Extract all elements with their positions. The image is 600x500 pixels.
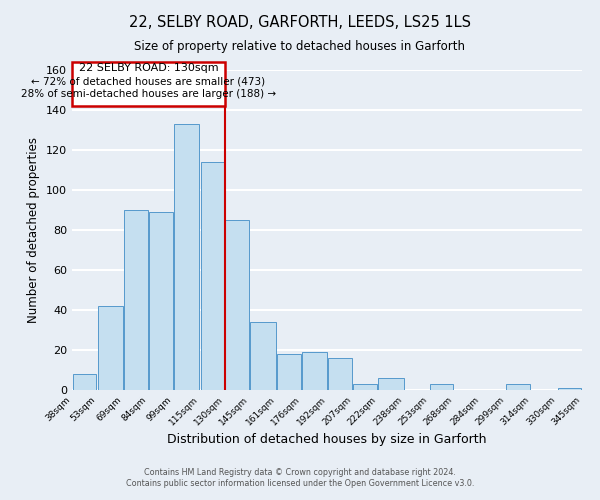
Text: 28% of semi-detached houses are larger (188) →: 28% of semi-detached houses are larger (… [21,89,276,99]
Bar [149,212,173,390]
Bar [328,358,352,390]
Text: 22, SELBY ROAD, GARFORTH, LEEDS, LS25 1LS: 22, SELBY ROAD, GARFORTH, LEEDS, LS25 1L… [129,15,471,30]
Bar [174,124,199,390]
Bar [506,384,530,390]
Bar [302,352,327,390]
Bar [124,210,148,390]
Bar [73,374,96,390]
Bar [353,384,377,390]
Bar [250,322,275,390]
Bar [226,220,249,390]
Bar [430,384,454,390]
Text: 22 SELBY ROAD: 130sqm: 22 SELBY ROAD: 130sqm [79,63,218,73]
Bar [277,354,301,390]
Bar [558,388,581,390]
X-axis label: Distribution of detached houses by size in Garforth: Distribution of detached houses by size … [167,432,487,446]
Bar [379,378,404,390]
FancyBboxPatch shape [72,62,225,106]
Bar [200,162,224,390]
Y-axis label: Number of detached properties: Number of detached properties [28,137,40,323]
Bar [98,306,123,390]
Text: Size of property relative to detached houses in Garforth: Size of property relative to detached ho… [134,40,466,53]
Text: Contains HM Land Registry data © Crown copyright and database right 2024.
Contai: Contains HM Land Registry data © Crown c… [126,468,474,487]
Text: ← 72% of detached houses are smaller (473): ← 72% of detached houses are smaller (47… [31,76,265,86]
